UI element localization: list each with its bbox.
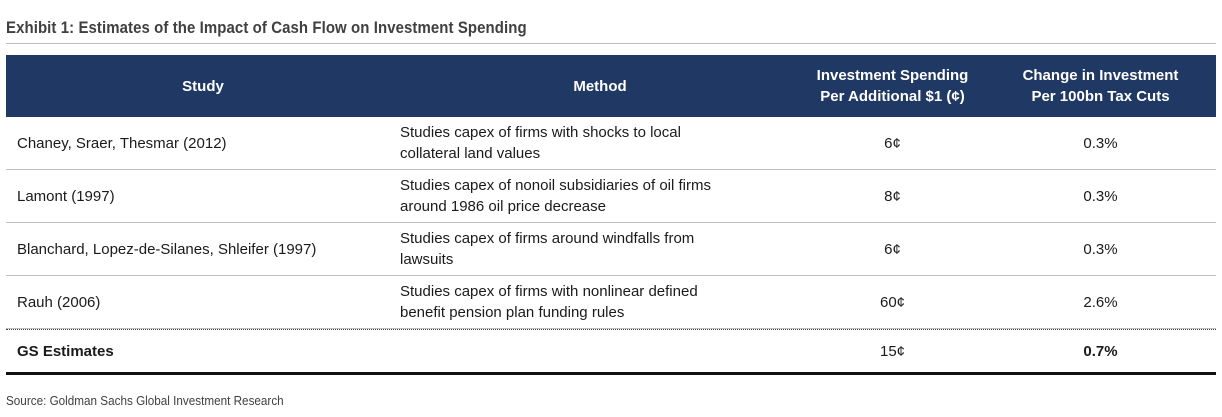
column-header-study: Study [6, 55, 400, 117]
exhibit-title: Exhibit 1: Estimates of the Impact of Ca… [6, 18, 527, 37]
method-line2: lawsuits [400, 251, 454, 268]
method-cell: Studies capex of firms with nonlinear de… [400, 276, 800, 328]
column-header-change-line2: Per 100bn Tax Cuts [1031, 88, 1170, 105]
summary-study-cell: GS Estimates [17, 342, 114, 360]
table-row: Lamont (1997) Studies capex of nonoil su… [6, 170, 1216, 223]
column-header-spend-line2: Per Additional $1 (¢) [820, 88, 965, 105]
method-line1: Studies capex of nonoil subsidiaries of … [400, 177, 711, 194]
summary-row-gs-estimates: GS Estimates 15¢ 0.7% [6, 329, 1216, 375]
column-header-study-label: Study [182, 77, 224, 95]
spend-cell: 8¢ [884, 187, 901, 205]
method-line2: collateral land values [400, 145, 541, 162]
change-cell: 0.3% [1083, 240, 1118, 258]
method-line2: benefit pension plan funding rules [400, 304, 625, 321]
source-note: Source: Goldman Sachs Global Investment … [6, 393, 284, 408]
summary-change-cell: 0.7% [1083, 342, 1118, 360]
spend-cell: 60¢ [879, 293, 906, 311]
study-cell: Lamont (1997) [17, 187, 115, 205]
study-cell: Chaney, Sraer, Thesmar (2012) [17, 134, 227, 152]
study-cell: Rauh (2006) [17, 293, 101, 311]
method-line1: Studies capex of firms with nonlinear de… [400, 283, 698, 300]
study-cell: Blanchard, Lopez-de-Silanes, Shleifer (1… [17, 240, 317, 258]
column-header-change-line1: Change in Investment [1022, 67, 1179, 84]
column-header-method: Method [400, 55, 800, 117]
change-cell: 2.6% [1083, 293, 1118, 311]
change-cell: 0.3% [1083, 187, 1118, 205]
estimates-table: Study Method Investment Spending Per Add… [6, 55, 1216, 375]
column-header-spend-line1: Investment Spending [816, 67, 969, 84]
method-line2: around 1986 oil price decrease [400, 198, 606, 215]
change-cell: 0.3% [1083, 134, 1118, 152]
spend-cell: 6¢ [884, 240, 901, 258]
spend-cell: 6¢ [884, 134, 901, 152]
column-header-investment-spending: Investment Spending Per Additional $1 (¢… [800, 55, 985, 117]
table-row: Chaney, Sraer, Thesmar (2012) Studies ca… [6, 117, 1216, 170]
method-cell: Studies capex of firms with shocks to lo… [400, 117, 800, 169]
title-divider [6, 43, 1216, 44]
column-header-method-label: Method [573, 77, 627, 95]
method-cell: Studies capex of nonoil subsidiaries of … [400, 170, 800, 222]
method-line1: Studies capex of firms with shocks to lo… [400, 124, 681, 141]
column-header-change-in-investment: Change in Investment Per 100bn Tax Cuts [985, 55, 1216, 117]
table-header: Study Method Investment Spending Per Add… [6, 55, 1216, 117]
summary-spend-cell: 15¢ [879, 342, 906, 360]
table-row: Blanchard, Lopez-de-Silanes, Shleifer (1… [6, 223, 1216, 276]
method-cell: Studies capex of firms around windfalls … [400, 223, 800, 275]
method-line1: Studies capex of firms around windfalls … [400, 230, 695, 247]
table-row: Rauh (2006) Studies capex of firms with … [6, 276, 1216, 329]
